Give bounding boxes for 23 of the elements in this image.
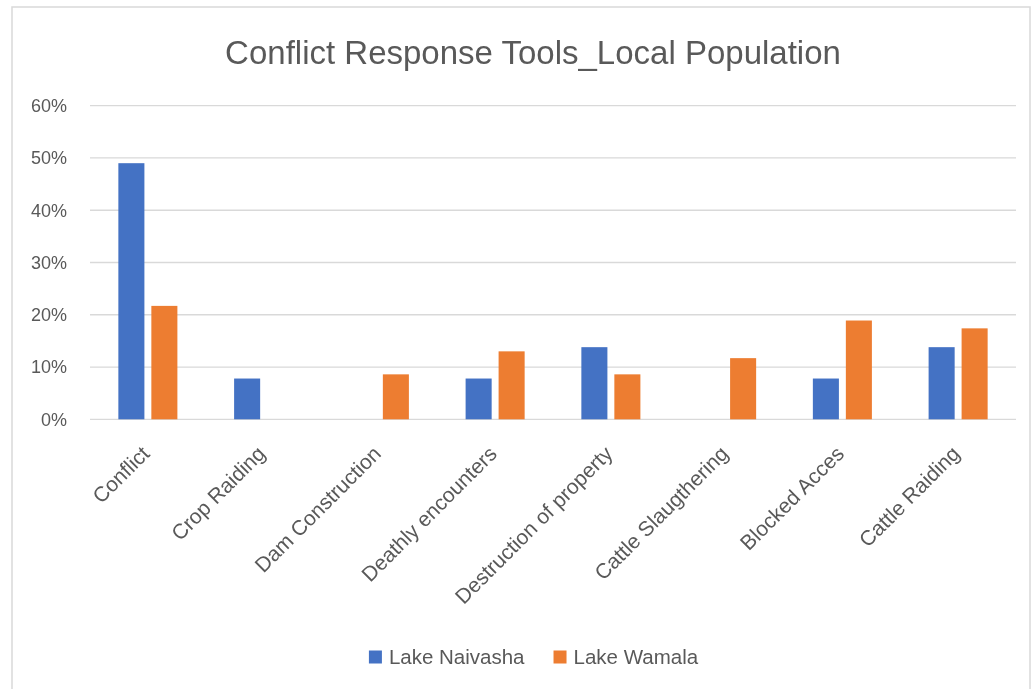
bar <box>730 358 757 420</box>
bar <box>382 374 409 420</box>
y-tick-label: 40% <box>30 200 67 221</box>
bar <box>812 378 839 420</box>
y-tick-label: 0% <box>40 409 67 430</box>
bar <box>465 378 492 420</box>
bar <box>614 374 641 420</box>
bar <box>498 351 525 420</box>
chart-title: Conflict Response Tools_Local Population <box>225 34 841 71</box>
y-tick-label: 50% <box>30 148 67 169</box>
y-tick-label: 30% <box>30 252 67 273</box>
bar <box>928 347 955 420</box>
bar <box>234 378 261 420</box>
bar <box>151 305 178 420</box>
y-tick-label: 20% <box>30 305 67 326</box>
bar <box>961 328 988 420</box>
bar <box>581 347 608 420</box>
y-tick-label: 60% <box>30 96 67 116</box>
bar <box>845 320 872 420</box>
legend-label: Lake Wamala <box>573 645 699 669</box>
legend-label: Lake Naivasha <box>388 645 526 669</box>
bar <box>118 163 145 420</box>
y-tick-label: 10% <box>30 357 67 378</box>
